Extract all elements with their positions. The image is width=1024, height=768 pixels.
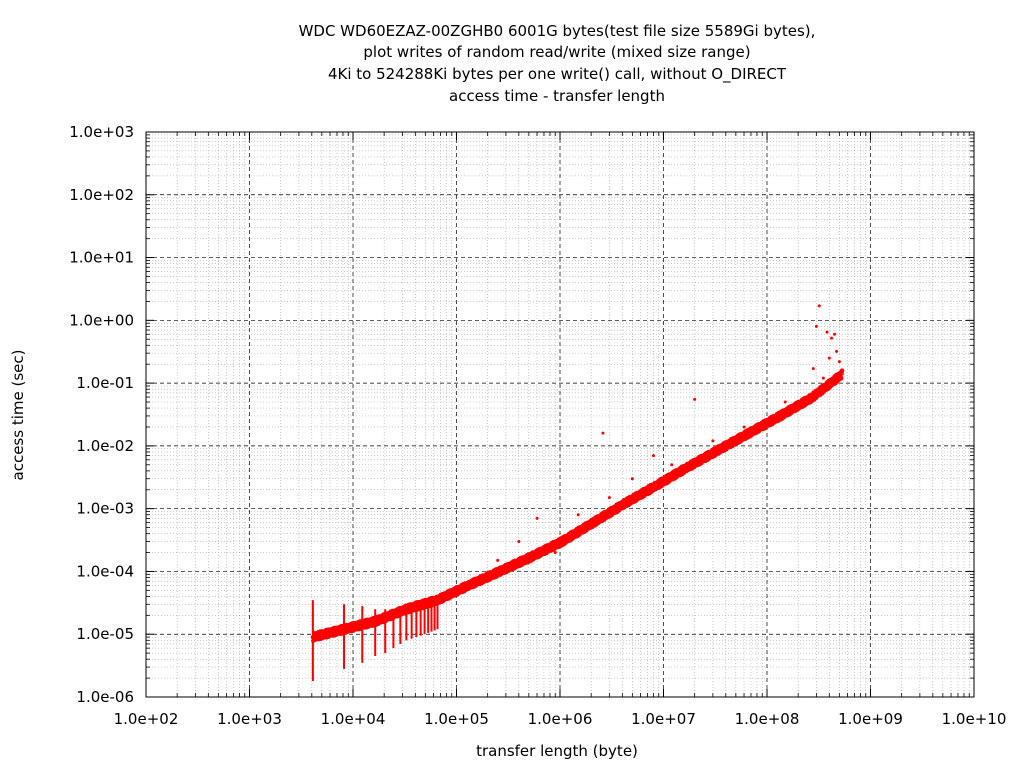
y-tick-label: 1.0e-03 (76, 500, 134, 518)
major-grid (146, 132, 974, 697)
y-axis-ticks: 1.0e-06 1.0e-05 1.0e-04 1.0e-03 1.0e-02 1.0e-… (69, 123, 974, 706)
data-point-outlier (783, 400, 787, 404)
x-tick-label: 1.0e+02 (114, 710, 179, 728)
data-point-outlier (833, 332, 837, 336)
data-point-outlier (711, 439, 715, 443)
data-point-outlier (825, 330, 829, 334)
x-tick-label: 1.0e+10 (942, 710, 1007, 728)
y-tick-label: 1.0e+03 (69, 123, 134, 141)
data-point (839, 376, 844, 381)
data-points (310, 304, 845, 681)
data-point-outlier (553, 551, 557, 555)
data-point-outlier (693, 397, 697, 401)
x-tick-label: 1.0e+06 (528, 710, 593, 728)
y-tick-label: 1.0e+01 (69, 249, 134, 267)
data-point-outlier (601, 431, 605, 435)
chart-title: WDC WD60EZAZ-00ZGHB0 6001G bytes(test fi… (299, 22, 816, 105)
y-tick-label: 1.0e+00 (69, 311, 134, 329)
y-tick-label: 1.0e-02 (76, 437, 134, 455)
data-point-outlier (463, 588, 467, 592)
data-point-outlier (814, 324, 818, 328)
x-tick-label: 1.0e+07 (631, 710, 696, 728)
chart-title-line-2: plot writes of random read/write (mixed … (363, 43, 750, 61)
chart-title-line-4: access time - transfer length (449, 87, 665, 105)
data-point-outlier (496, 558, 500, 562)
y-tick-label: 1.0e-05 (76, 625, 134, 643)
data-point-outlier (607, 496, 611, 500)
x-axis-ticks: 1.0e+02 1.0e+03 1.0e+04 1.0e+05 1.0e+06 1.0e+… (114, 132, 1007, 728)
chart-title-line-3: 4Ki to 524288Ki bytes per one write() ca… (328, 65, 787, 84)
data-point-outlier (486, 576, 490, 580)
data-point-outlier (517, 539, 521, 543)
data-point-outlier (576, 513, 580, 517)
data-point-outlier (651, 454, 655, 458)
x-axis-label: transfer length (byte) (476, 742, 638, 760)
data-point-outlier (811, 367, 815, 371)
x-tick-label: 1.0e+04 (321, 710, 386, 728)
y-tick-label: 1.0e-01 (76, 374, 134, 392)
data-point-outlier (535, 516, 539, 520)
data-point-outlier (670, 463, 674, 467)
x-tick-label: 1.0e+09 (838, 710, 903, 728)
data-point-outlier (630, 477, 634, 481)
x-tick-label: 1.0e+03 (217, 710, 282, 728)
x-tick-label: 1.0e+08 (735, 710, 800, 728)
x-tick-label: 1.0e+05 (424, 710, 489, 728)
data-point (839, 368, 845, 373)
data-point-outlier (817, 304, 821, 308)
data-point-outlier (837, 360, 841, 364)
data-point-outlier (473, 583, 477, 587)
chart-title-line-1: WDC WD60EZAZ-00ZGHB0 6001G bytes(test fi… (299, 22, 816, 40)
data-point-outlier (835, 349, 839, 353)
data-point-outlier (742, 425, 746, 429)
data-point-outlier (827, 356, 831, 360)
y-tick-label: 1.0e+02 (69, 186, 134, 204)
y-tick-label: 1.0e-06 (76, 688, 134, 706)
data-point-outlier (830, 336, 834, 340)
data-point-outlier (821, 376, 825, 380)
y-axis-label: access time (sec) (9, 350, 27, 481)
y-tick-label: 1.0e-04 (76, 562, 134, 580)
